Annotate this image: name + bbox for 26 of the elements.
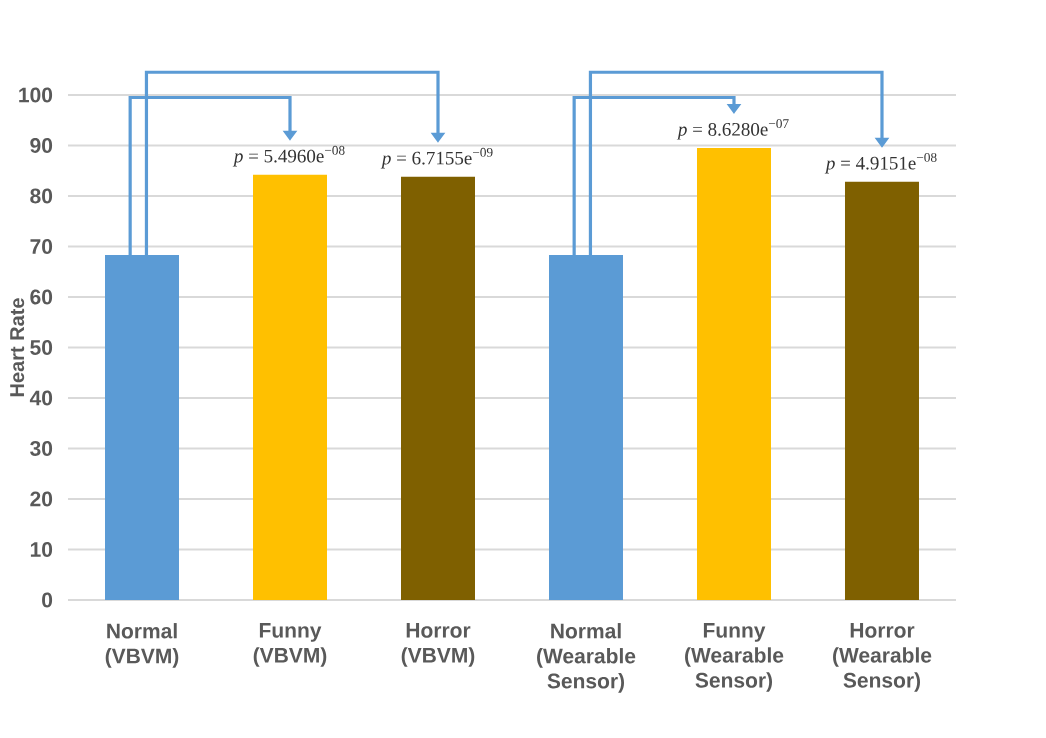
bar xyxy=(697,148,771,600)
x-tick-label: Funny (VBVM) xyxy=(253,623,327,667)
x-tick-label: Horror (Wearable Sensor) xyxy=(833,623,932,692)
y-tick-label: 60 xyxy=(30,289,53,305)
y-axis-title: Heart Rate xyxy=(10,298,25,397)
bar xyxy=(401,176,475,600)
y-tick-label: 70 xyxy=(30,239,53,254)
y-tick-label: 40 xyxy=(29,390,53,406)
annotation: p = 6.7155e$^{−09}$ xyxy=(380,147,493,169)
bar xyxy=(844,181,919,600)
x-tick-label: Funny (Wearable Sensor) xyxy=(685,623,784,692)
annotation: p = 4.9151e$^{−08}$ xyxy=(824,152,937,174)
y-tick-label: 80 xyxy=(30,188,53,204)
annotation: p = 8.6280e$^{−07}$ xyxy=(676,119,789,140)
y-tick-label: 0 xyxy=(42,592,53,608)
bar xyxy=(253,174,327,600)
x-tick-label: Normal (VBVM) xyxy=(105,623,179,668)
y-tick-label: 10 xyxy=(30,542,53,557)
y-tick-label: 50 xyxy=(30,340,53,355)
y-tick-label: 20 xyxy=(30,491,53,507)
y-tick-label: 100 xyxy=(19,87,53,103)
y-tick-label: 90 xyxy=(30,138,53,153)
x-tick-label: Horror (VBVM) xyxy=(401,623,475,667)
x-tick-label: Normal (Wearable Sensor) xyxy=(537,623,636,693)
annotation: p = 5.4960e$^{−08}$ xyxy=(232,145,345,167)
y-tick-label: 30 xyxy=(30,441,53,456)
